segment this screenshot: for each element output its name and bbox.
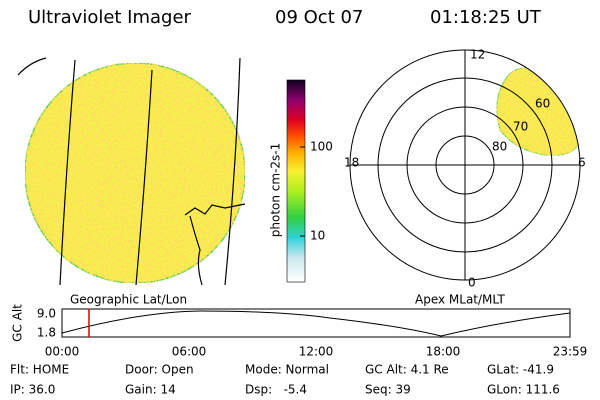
- mlat-label: 60: [535, 97, 550, 111]
- colorbar-ticks: [300, 146, 305, 237]
- timeline-xtick: 18:00: [426, 345, 461, 359]
- timeline-xtick: 00:00: [45, 345, 80, 359]
- colorbar-tick: 10: [310, 229, 325, 243]
- colorbar-tick: 100: [310, 140, 333, 154]
- timeline-frame: [61, 308, 571, 338]
- earth-disk: [24, 62, 246, 284]
- time: 01:18:25 UT: [430, 7, 542, 28]
- status-field: GLon: 111.6: [487, 383, 560, 397]
- colorbar-label: photon cm-2s-1: [269, 143, 283, 238]
- mlt-label: 0: [468, 276, 476, 290]
- altitude-curve: [61, 310, 571, 337]
- mlat-label: 80: [492, 140, 507, 154]
- status-field: Dsp: -5.4: [245, 383, 307, 397]
- timeline-ylabel: GC Alt: [11, 304, 25, 342]
- polar-grid: [349, 49, 581, 281]
- status-field: IP: 36.0: [10, 383, 55, 397]
- timeline-xtick: 23:59: [553, 345, 588, 359]
- mlat-label: 70: [513, 120, 528, 134]
- title: Ultraviolet Imager: [28, 7, 192, 28]
- timeline-xtick: 06:00: [172, 345, 207, 359]
- colorbar: [286, 79, 306, 283]
- mlt-label: 18: [344, 156, 359, 170]
- status-field: GC Alt: 4.1 Re: [365, 363, 449, 377]
- status-field: GLat: -41.9: [487, 363, 554, 377]
- status-field: Mode: Normal: [245, 363, 329, 377]
- timeline-ytick: 9.0: [37, 307, 56, 321]
- panel-label: Apex MLat/MLT: [415, 293, 505, 307]
- mlt-label: 6: [578, 156, 586, 170]
- status-field: Gain: 14: [125, 383, 176, 397]
- status-field: Door: Open: [125, 363, 194, 377]
- timeline-xtick: 12:00: [299, 345, 334, 359]
- date: 09 Oct 07: [275, 7, 363, 28]
- status-field: Flt: HOME: [10, 363, 69, 377]
- status-field: Seq: 39: [365, 383, 411, 397]
- timeline-ytick: 1.8: [37, 326, 56, 340]
- latlon-grid: [17, 57, 246, 286]
- panel-label: Geographic Lat/Lon: [70, 293, 187, 307]
- auroral-oval: [496, 67, 580, 156]
- mlt-label: 12: [470, 48, 485, 62]
